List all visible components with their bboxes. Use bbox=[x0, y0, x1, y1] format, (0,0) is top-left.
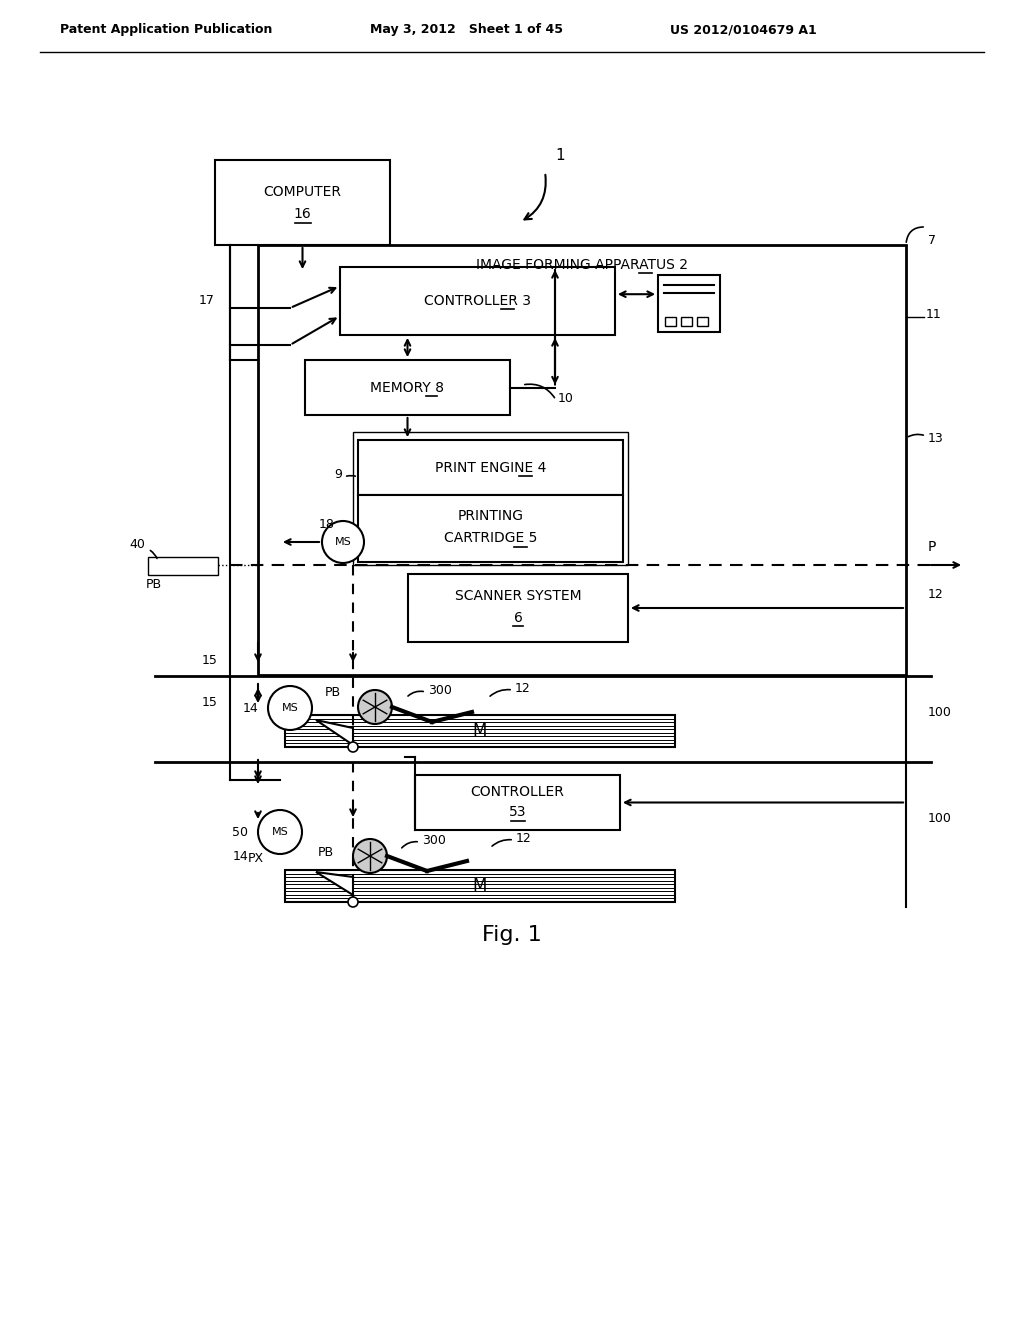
Text: May 3, 2012   Sheet 1 of 45: May 3, 2012 Sheet 1 of 45 bbox=[370, 24, 563, 37]
Polygon shape bbox=[316, 719, 353, 744]
FancyArrowPatch shape bbox=[906, 227, 924, 243]
Bar bbox=[340, 267, 615, 335]
Text: 300: 300 bbox=[422, 833, 445, 846]
Bar bbox=[358, 440, 623, 495]
Bar bbox=[415, 775, 620, 830]
Bar bbox=[285, 715, 675, 747]
Text: MS: MS bbox=[271, 828, 289, 837]
Text: 14: 14 bbox=[243, 701, 258, 714]
Bar bbox=[215, 160, 390, 246]
Circle shape bbox=[348, 898, 358, 907]
FancyArrowPatch shape bbox=[490, 689, 510, 696]
Bar bbox=[658, 275, 720, 333]
Text: PX: PX bbox=[248, 851, 264, 865]
Bar bbox=[353, 432, 628, 565]
FancyArrowPatch shape bbox=[151, 550, 157, 558]
Bar bbox=[258, 246, 906, 675]
Text: CONTROLLER: CONTROLLER bbox=[471, 785, 564, 800]
Bar bbox=[665, 317, 676, 326]
Circle shape bbox=[258, 810, 302, 854]
FancyArrowPatch shape bbox=[493, 840, 511, 846]
Text: 100: 100 bbox=[928, 812, 952, 825]
Polygon shape bbox=[316, 873, 353, 895]
Text: PB: PB bbox=[146, 578, 162, 591]
FancyArrowPatch shape bbox=[908, 434, 924, 437]
Circle shape bbox=[358, 690, 392, 723]
Text: 1: 1 bbox=[555, 148, 565, 162]
FancyArrowPatch shape bbox=[408, 692, 423, 696]
Bar bbox=[358, 495, 623, 562]
Bar bbox=[148, 557, 218, 576]
Text: 14: 14 bbox=[232, 850, 248, 863]
Text: PB: PB bbox=[325, 685, 341, 698]
Text: PRINTING: PRINTING bbox=[458, 510, 523, 524]
Text: M: M bbox=[473, 876, 487, 895]
Text: PRINT ENGINE 4: PRINT ENGINE 4 bbox=[435, 461, 546, 474]
Text: MS: MS bbox=[335, 537, 351, 546]
Text: 17: 17 bbox=[199, 293, 215, 306]
Bar bbox=[305, 360, 510, 414]
FancyArrowPatch shape bbox=[401, 842, 417, 847]
FancyArrowPatch shape bbox=[524, 174, 546, 219]
Text: PB: PB bbox=[318, 846, 334, 858]
Text: 7: 7 bbox=[928, 234, 936, 247]
Text: IMAGE FORMING APPARATUS 2: IMAGE FORMING APPARATUS 2 bbox=[476, 257, 688, 272]
Circle shape bbox=[268, 686, 312, 730]
Text: Patent Application Publication: Patent Application Publication bbox=[60, 24, 272, 37]
Text: Fig. 1: Fig. 1 bbox=[482, 925, 542, 945]
Text: CARTRIDGE 5: CARTRIDGE 5 bbox=[443, 532, 538, 545]
Text: 100: 100 bbox=[928, 705, 952, 718]
Text: 18: 18 bbox=[319, 519, 335, 532]
Text: CONTROLLER 3: CONTROLLER 3 bbox=[424, 294, 531, 308]
Text: MEMORY 8: MEMORY 8 bbox=[371, 380, 444, 395]
Text: M: M bbox=[473, 722, 487, 741]
Text: 10: 10 bbox=[558, 392, 573, 404]
Text: MS: MS bbox=[282, 704, 298, 713]
Text: 13: 13 bbox=[928, 432, 944, 445]
FancyArrowPatch shape bbox=[524, 384, 554, 397]
Circle shape bbox=[348, 742, 358, 752]
Bar bbox=[697, 317, 708, 326]
Bar bbox=[681, 317, 692, 326]
Text: 15: 15 bbox=[202, 653, 218, 667]
Text: 300: 300 bbox=[428, 684, 452, 697]
Circle shape bbox=[322, 521, 364, 564]
Text: 40: 40 bbox=[129, 539, 145, 552]
Text: 12: 12 bbox=[928, 587, 944, 601]
Text: US 2012/0104679 A1: US 2012/0104679 A1 bbox=[670, 24, 817, 37]
Text: 50: 50 bbox=[232, 825, 248, 838]
Text: 53: 53 bbox=[509, 805, 526, 820]
Text: 12: 12 bbox=[515, 681, 530, 694]
Text: 15: 15 bbox=[202, 696, 218, 709]
Text: 11: 11 bbox=[926, 309, 942, 322]
Text: 12: 12 bbox=[516, 832, 531, 845]
Bar bbox=[408, 574, 628, 642]
Text: P: P bbox=[928, 540, 936, 554]
Text: 9: 9 bbox=[334, 469, 342, 482]
Text: 16: 16 bbox=[294, 207, 311, 222]
Text: COMPUTER: COMPUTER bbox=[263, 186, 341, 199]
Bar bbox=[285, 870, 675, 902]
Text: 6: 6 bbox=[514, 611, 522, 624]
Circle shape bbox=[353, 840, 387, 873]
Text: SCANNER SYSTEM: SCANNER SYSTEM bbox=[455, 589, 582, 603]
